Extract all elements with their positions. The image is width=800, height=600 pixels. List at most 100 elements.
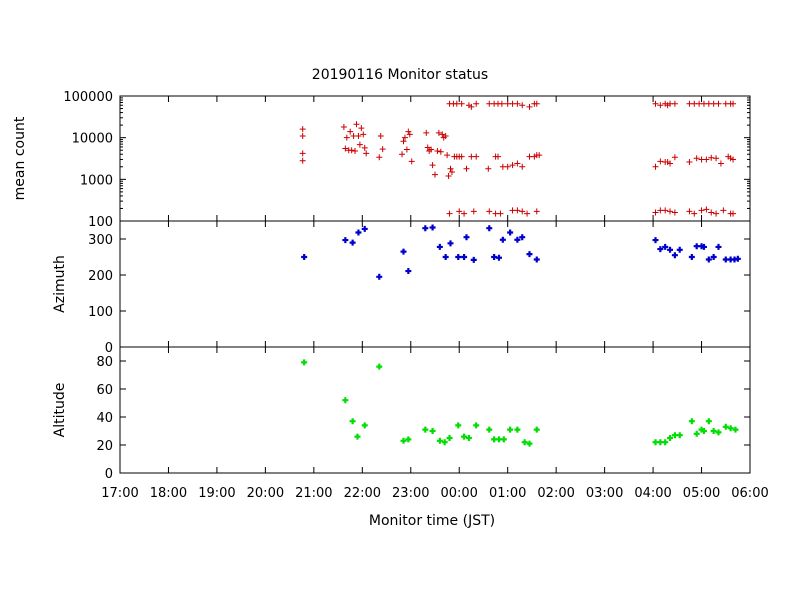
data-point — [401, 134, 408, 141]
data-point — [671, 154, 678, 161]
data-point — [524, 210, 531, 217]
data-point — [299, 150, 306, 157]
data-point — [705, 418, 712, 425]
data-point — [400, 437, 407, 444]
data-point — [514, 236, 521, 243]
data-point — [662, 439, 669, 446]
data-point — [403, 146, 410, 153]
data-point — [732, 426, 739, 433]
data-point — [519, 102, 526, 109]
data-point — [358, 125, 365, 132]
data-point — [734, 255, 741, 262]
data-point — [461, 254, 468, 260]
data-point — [485, 165, 492, 172]
y-tick-label: 0 — [105, 341, 113, 356]
data-point — [715, 243, 722, 250]
data-point — [514, 100, 521, 107]
data-point — [507, 229, 514, 236]
data-point — [455, 254, 462, 260]
y-axis-label: Azimuth — [52, 255, 68, 313]
y-tick-label: 100 — [88, 305, 113, 320]
data-point — [429, 224, 436, 231]
data-point — [671, 100, 678, 107]
data-point — [509, 162, 516, 169]
data-point — [446, 210, 453, 217]
data-point — [504, 163, 511, 170]
data-point — [521, 439, 528, 446]
data-point — [507, 426, 514, 433]
data-point — [342, 145, 349, 152]
panel-azimuth: 0 100 200 300 Azimuth — [52, 220, 751, 356]
data-point — [428, 146, 435, 153]
panel-frame — [119, 346, 751, 474]
data-point — [526, 251, 533, 258]
data-point — [499, 236, 506, 243]
data-point — [343, 134, 350, 141]
data-point — [514, 426, 521, 433]
data-point — [717, 160, 724, 167]
data-point — [458, 100, 465, 107]
data-point — [519, 234, 526, 241]
data-point — [533, 426, 540, 433]
data-point — [429, 162, 436, 169]
data-point — [455, 422, 462, 429]
panel-mean-count: 100 1000 10000 100000 mean count — [12, 90, 751, 230]
data-point — [715, 429, 722, 436]
data-point — [405, 436, 412, 443]
data-point — [458, 153, 465, 160]
data-point — [429, 428, 436, 434]
y-tick-label: 300 — [88, 233, 113, 248]
y-axis-label: Altitude — [52, 383, 68, 438]
data-point — [405, 128, 412, 135]
data-point — [686, 208, 693, 215]
data-point — [406, 131, 413, 138]
data-point — [715, 100, 722, 107]
data-point — [667, 246, 674, 253]
data-point — [379, 146, 386, 153]
data-point — [693, 155, 700, 162]
data-point — [444, 152, 451, 159]
data-point — [708, 209, 715, 216]
data-point — [657, 158, 664, 165]
data-point — [498, 100, 505, 107]
data-point — [442, 132, 449, 139]
data-point — [299, 132, 306, 139]
panel-altitude: 0 20 40 60 80 Altitude — [52, 346, 751, 482]
data-point — [713, 210, 720, 217]
y-tick-label: 200 — [88, 269, 113, 284]
data-point — [355, 229, 362, 236]
data-point — [422, 225, 429, 232]
y-tick-label: 1000 — [80, 173, 113, 188]
data-point — [473, 153, 480, 160]
y-tick-label: 0 — [105, 467, 113, 482]
data-point — [676, 246, 683, 253]
x-tick-label: 04:00 — [634, 486, 671, 501]
data-point — [447, 240, 454, 247]
data-point — [299, 126, 306, 133]
data-point — [470, 256, 477, 263]
data-point — [700, 243, 707, 250]
data-point — [347, 128, 354, 135]
data-point — [652, 100, 659, 107]
data-point — [445, 173, 452, 180]
data-point — [448, 168, 455, 175]
data-point — [730, 156, 737, 163]
x-axis-label: Monitor time (JST) — [369, 513, 495, 529]
data-point — [342, 397, 349, 404]
data-point — [400, 138, 407, 145]
data-point — [463, 165, 470, 172]
data-point — [676, 432, 683, 439]
data-point — [424, 144, 431, 151]
data-point — [352, 147, 359, 154]
data-point — [536, 152, 543, 159]
data-point — [461, 433, 468, 440]
data-point — [437, 148, 444, 155]
data-point — [356, 141, 363, 148]
data-point — [688, 254, 695, 260]
data-point — [730, 100, 737, 107]
data-point — [526, 440, 533, 447]
data-point — [688, 418, 695, 425]
data-point — [446, 435, 453, 441]
x-tick-label: 20:00 — [247, 486, 284, 501]
